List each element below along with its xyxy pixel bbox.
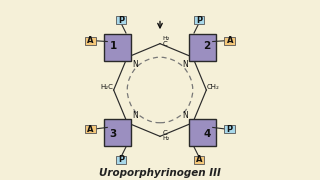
FancyBboxPatch shape [194, 16, 204, 24]
FancyBboxPatch shape [85, 37, 96, 45]
Polygon shape [104, 34, 131, 61]
Text: A: A [227, 36, 233, 45]
Text: P: P [227, 125, 233, 134]
Text: Uroporphyrinogen III: Uroporphyrinogen III [99, 168, 221, 177]
FancyBboxPatch shape [116, 156, 126, 164]
FancyBboxPatch shape [194, 156, 204, 164]
Text: 4: 4 [203, 129, 211, 139]
FancyBboxPatch shape [85, 125, 96, 133]
Polygon shape [189, 34, 216, 61]
Polygon shape [104, 119, 131, 146]
Text: H₂: H₂ [163, 136, 170, 141]
Text: 2: 2 [203, 41, 211, 51]
Text: H₂C: H₂C [101, 84, 114, 90]
FancyBboxPatch shape [116, 16, 126, 24]
Text: CH₂: CH₂ [206, 84, 219, 90]
Text: P: P [118, 155, 124, 164]
Text: H₂: H₂ [163, 37, 170, 41]
Text: C: C [163, 41, 167, 47]
Text: C: C [163, 130, 167, 136]
Text: A: A [196, 155, 202, 164]
Text: N: N [132, 111, 138, 120]
Text: P: P [118, 16, 124, 25]
FancyBboxPatch shape [224, 125, 235, 133]
Text: A: A [87, 125, 93, 134]
Text: 1: 1 [109, 41, 117, 51]
Text: N: N [132, 60, 138, 69]
Text: P: P [196, 16, 202, 25]
FancyBboxPatch shape [224, 37, 235, 45]
Polygon shape [189, 119, 216, 146]
Text: A: A [87, 36, 93, 45]
Text: 3: 3 [109, 129, 117, 139]
Text: N: N [182, 60, 188, 69]
Text: N: N [182, 111, 188, 120]
